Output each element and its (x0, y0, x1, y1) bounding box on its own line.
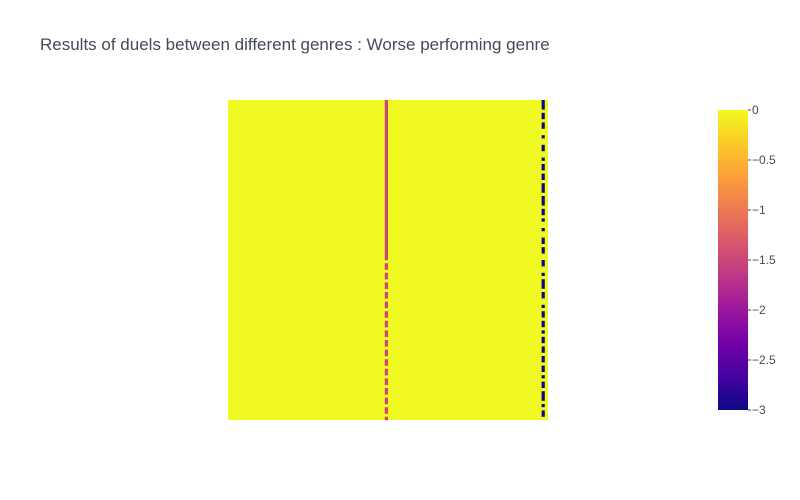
heatmap-cell (541, 157, 545, 161)
heatmap-cell (541, 375, 545, 379)
colorbar-tick-label: −2.5 (752, 353, 776, 367)
heatmap-cell (541, 100, 545, 110)
heatmap-cell (384, 381, 388, 385)
colorbar-tick-label: −0.5 (752, 153, 776, 167)
heatmap-cell (541, 196, 545, 206)
colorbar-tick-label: −3 (752, 403, 766, 417)
heatmap-cell (384, 266, 388, 270)
heatmap-cell (384, 330, 388, 334)
colorbar: 0 −0.5 −1 −1.5 −2 −2.5 −3 (718, 103, 776, 417)
chart-title: Results of duels between different genre… (40, 35, 550, 54)
heatmap-cell (541, 173, 545, 180)
heatmap-cell (384, 343, 388, 347)
heatmap-cell (384, 301, 388, 305)
heatmap-cell (541, 330, 545, 334)
heatmap-cell (384, 410, 388, 414)
colorbar-tick-label: −1.5 (752, 253, 776, 267)
heatmap-cell (541, 292, 545, 299)
heatmap-cell (384, 397, 388, 401)
heatmap-cell (384, 378, 388, 382)
heatmap-cell (384, 359, 388, 363)
heatmap-cell (541, 144, 545, 152)
heatmap-cell (384, 311, 388, 315)
heatmap-cell (384, 372, 388, 376)
colorbar-gradient (718, 110, 748, 410)
heatmap-cell (541, 122, 545, 129)
heatmap-cell (384, 282, 388, 286)
heatmap-cell (384, 272, 388, 277)
heatmap-cell (541, 346, 545, 353)
heatmap-cell (541, 272, 545, 276)
heatmap-cell (384, 285, 388, 289)
heatmap-cell (541, 279, 545, 289)
heatmap-cell (384, 263, 388, 267)
heatmap-cell (541, 365, 545, 372)
heatmap-cell (541, 336, 545, 344)
heatmap-cell (384, 100, 388, 254)
heatmap-cell (384, 256, 388, 261)
heatmap-cell (541, 218, 545, 222)
heatmap-cell (384, 314, 388, 318)
heatmap-cell (541, 247, 545, 254)
colorbar-tick-label: −2 (752, 303, 766, 317)
colorbar-tick-label: −1 (752, 203, 766, 217)
heatmap-cell (384, 349, 388, 353)
heatmap-cell (541, 311, 545, 318)
heatmap-cell (384, 391, 388, 395)
heatmap-cell (384, 292, 388, 296)
heatmap-cell (384, 368, 388, 373)
heatmap-cell (384, 276, 388, 280)
heatmap-plot-area (228, 100, 548, 421)
heatmap-cell (384, 320, 388, 325)
heatmap-cell (541, 228, 545, 232)
heatmap-cell (541, 260, 545, 267)
heatmap-cell (541, 381, 545, 388)
heatmap-cell (384, 340, 388, 344)
heatmap-cell (384, 352, 388, 357)
heatmap-cell (384, 416, 388, 421)
heatmap-cell (541, 183, 545, 193)
heatmap-cell (541, 356, 545, 363)
heatmap-cell (541, 208, 545, 216)
heatmap-cell (541, 320, 545, 328)
heatmap-cell (384, 253, 388, 257)
heatmap-cell (384, 295, 388, 299)
heatmap-cell (384, 324, 388, 328)
heatmap-cell (541, 304, 545, 308)
heatmap-cell (541, 135, 545, 139)
heatmap-cell (384, 362, 388, 366)
heatmap-cell (541, 112, 545, 120)
heatmap-cell (384, 400, 388, 405)
heatmap-cell (541, 164, 545, 171)
heatmap-cell (384, 333, 388, 337)
heatmap-cell (384, 407, 388, 411)
colorbar-tick-label: 0 (752, 103, 759, 117)
heatmap-cell (384, 304, 388, 309)
heatmap-cell (541, 391, 545, 401)
heatmap-cell (541, 237, 545, 244)
heatmap-cell (384, 388, 388, 392)
heatmap-cell (541, 404, 545, 408)
heatmap-cell (541, 410, 545, 417)
